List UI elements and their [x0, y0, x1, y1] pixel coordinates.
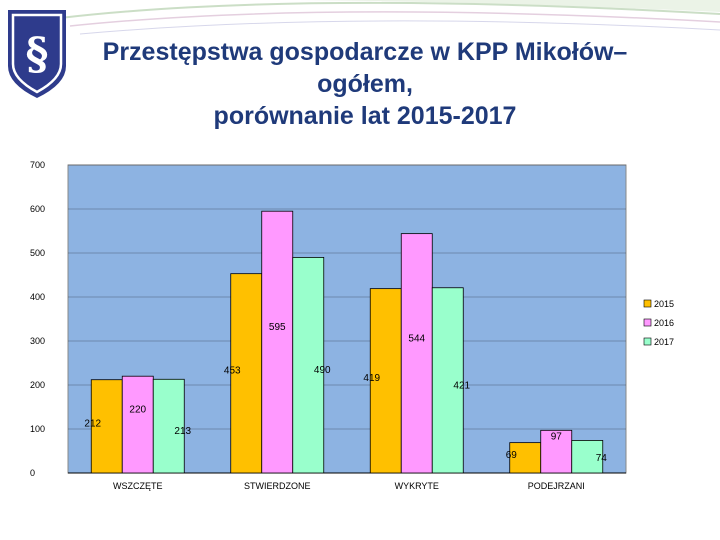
data-label: 97 — [551, 432, 563, 443]
legend-label-2015: 2015 — [654, 299, 674, 309]
y-tick-label: 500 — [30, 248, 45, 258]
data-label: 595 — [269, 322, 286, 333]
y-tick-label: 200 — [30, 380, 45, 390]
y-tick-label: 100 — [30, 424, 45, 434]
title-line-1: Przestępstwa gospodarcze w KPP Mikołów– — [102, 38, 628, 66]
legend-label-2017: 2017 — [654, 337, 674, 347]
bar-2016-2 — [400, 233, 433, 474]
legend-swatch-2016 — [643, 318, 652, 327]
bar-2017-0 — [152, 378, 185, 474]
bar-2017-2 — [431, 287, 464, 474]
data-label: 74 — [596, 453, 608, 464]
bar-2016-0 — [121, 375, 154, 474]
title-line-2: ogółem, — [317, 70, 413, 98]
y-tick-label: 600 — [30, 204, 45, 214]
bar-2017-3 — [571, 440, 604, 474]
paragraph-glyph: § — [25, 29, 48, 80]
y-tick-label: 400 — [30, 292, 45, 302]
bar-2015-2 — [369, 288, 402, 474]
x-category-label: STWIERDZONE — [244, 481, 311, 491]
data-label: 453 — [224, 365, 241, 376]
bar-2015-3 — [509, 442, 542, 474]
bar-2017-1 — [292, 256, 325, 474]
data-label: 213 — [174, 426, 191, 437]
bar-2016-1 — [261, 210, 294, 474]
y-tick-label: 700 — [30, 160, 45, 170]
paragraph-shield-icon: § — [8, 10, 66, 98]
data-label: 69 — [506, 450, 518, 461]
header-swoosh-decoration — [59, 0, 720, 35]
data-label: 419 — [363, 373, 380, 384]
bar-2016-3 — [540, 429, 573, 474]
x-category-label: WYKRYTE — [395, 481, 439, 491]
legend-swatch-2017 — [643, 337, 652, 346]
data-label: 212 — [84, 418, 101, 429]
data-label: 544 — [408, 333, 425, 344]
x-category-label: WSZCZĘTE — [113, 481, 163, 491]
data-label: 220 — [129, 405, 146, 416]
data-label: 490 — [314, 365, 331, 376]
data-label: 421 — [453, 380, 470, 391]
legend-swatch-2015 — [643, 299, 652, 308]
x-category-label: PODEJRZANI — [528, 481, 585, 491]
bar-2015-1 — [230, 273, 263, 474]
y-tick-label: 300 — [30, 336, 45, 346]
y-tick-label: 0 — [30, 468, 35, 478]
title-line-3: porównanie lat 2015-2017 — [213, 102, 517, 130]
chart-title: Przestępstwa gospodarcze w KPP Mikołów– … — [100, 36, 630, 132]
legend-label-2016: 2016 — [654, 318, 674, 328]
